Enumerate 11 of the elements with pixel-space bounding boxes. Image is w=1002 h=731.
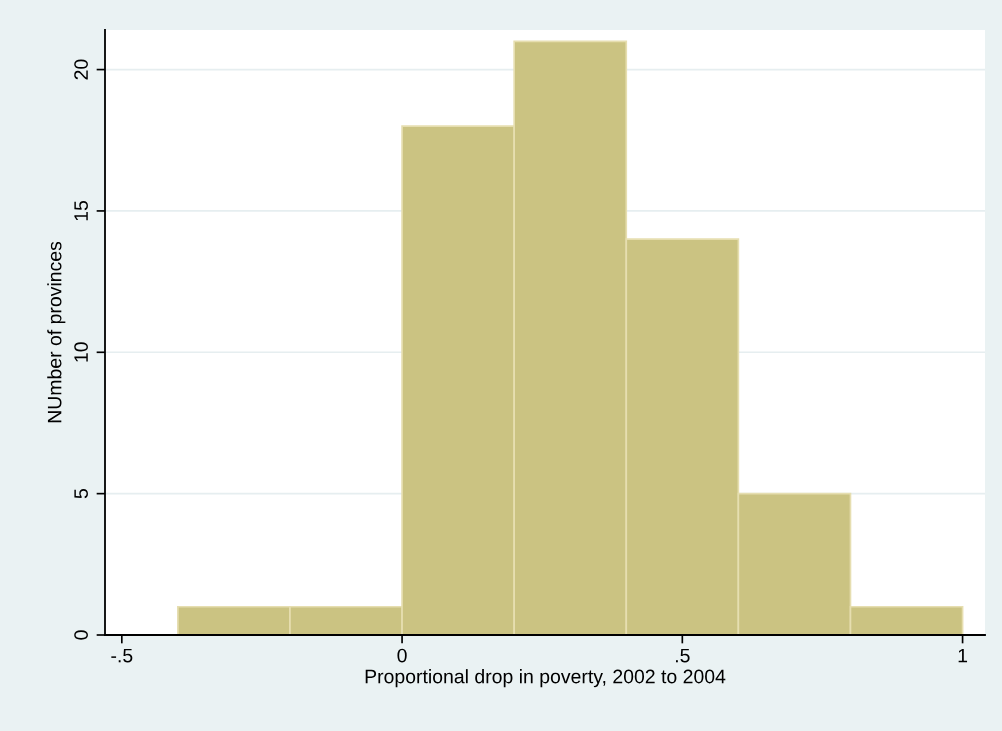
x-tick-label: .5 (675, 648, 690, 663)
x-tick-label: 1 (958, 648, 968, 663)
y-axis-title: NUmber of provinces (47, 241, 66, 423)
y-tick-label: 5 (74, 489, 88, 499)
y-tick-label: 15 (74, 200, 88, 221)
y-tick-label: 10 (74, 342, 88, 362)
y-tick-label: 0 (74, 630, 88, 640)
x-axis-title: Proportional drop in poverty, 2002 to 2004 (365, 669, 726, 688)
y-tick-label: 20 (74, 59, 88, 80)
x-tick-label: -.5 (111, 648, 133, 663)
x-tick-label: 0 (397, 648, 407, 663)
